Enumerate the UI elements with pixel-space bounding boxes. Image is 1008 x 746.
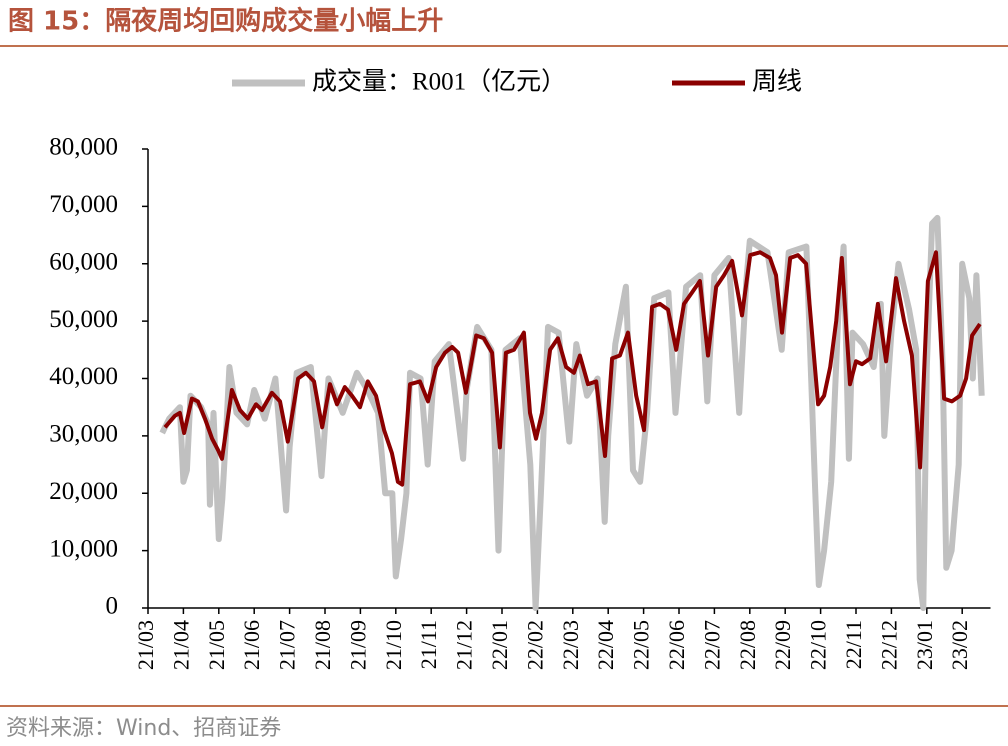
x-tick-label: 22/12 (876, 620, 901, 670)
y-tick-label: 0 (106, 593, 119, 620)
x-tick-label: 22/03 (558, 620, 583, 670)
legend-label: 成交量：R001（亿元） (312, 68, 566, 96)
x-tick-label: 23/02 (947, 620, 972, 670)
x-tick-label: 22/02 (522, 620, 547, 670)
y-tick-label: 50,000 (49, 306, 118, 333)
x-tick-label: 21/06 (239, 620, 264, 670)
x-tick-label: 21/04 (168, 620, 193, 670)
x-tick-label: 21/03 (133, 620, 158, 670)
y-tick-label: 80,000 (49, 134, 118, 161)
x-tick-label: 22/05 (629, 620, 654, 670)
x-tick-label: 23/01 (912, 620, 937, 670)
series-line (159, 214, 985, 611)
source: 资料来源：Wind、招商证券 (6, 716, 281, 741)
x-tick-label: 21/12 (452, 620, 477, 670)
legend-label: 周线 (752, 68, 802, 96)
y-tick-label: 40,000 (49, 363, 118, 390)
x-tick-label: 21/07 (275, 620, 300, 670)
x-tick-label: 21/11 (416, 620, 441, 669)
x-tick-label: 21/10 (381, 620, 406, 670)
x-tick-label: 22/01 (487, 620, 512, 670)
x-tick-label: 22/11 (841, 620, 866, 669)
x-tick-label: 22/09 (770, 620, 795, 670)
x-tick-label: 22/07 (699, 620, 724, 670)
y-tick-label: 10,000 (49, 535, 118, 562)
x-tick-label: 21/09 (345, 620, 370, 670)
x-tick-label: 22/04 (593, 620, 618, 670)
x-tick-label: 21/08 (310, 620, 335, 670)
x-tick-label: 21/05 (204, 620, 229, 670)
y-tick-label: 20,000 (49, 478, 118, 505)
x-tick-label: 22/10 (806, 620, 831, 670)
y-tick-label: 60,000 (49, 248, 118, 275)
legend: 成交量：R001（亿元） 周线 (232, 68, 802, 96)
y-tick-label: 70,000 (49, 191, 118, 218)
x-tick-label: 22/08 (735, 620, 760, 670)
chart-title: 图 15：隔夜周均回购成交量小幅上升 (8, 6, 443, 37)
x-tick-label: 22/06 (664, 620, 689, 670)
y-tick-label: 30,000 (49, 421, 118, 448)
series-line (163, 250, 982, 487)
